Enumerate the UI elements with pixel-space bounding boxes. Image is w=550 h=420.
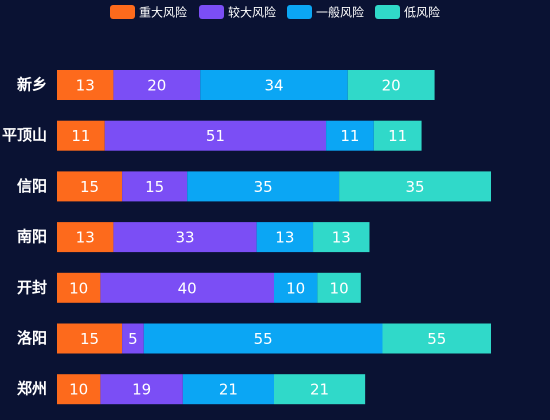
data-label: 19 bbox=[132, 381, 151, 399]
data-label: 51 bbox=[206, 127, 225, 145]
data-label: 35 bbox=[406, 178, 425, 196]
bar-segment bbox=[373, 120, 422, 151]
data-label: 15 bbox=[145, 178, 164, 196]
legend-label: 一般风险 bbox=[316, 5, 364, 20]
data-label: 11 bbox=[340, 127, 359, 145]
y-category-label: 南阳 bbox=[17, 228, 47, 246]
bar-segment bbox=[57, 323, 123, 354]
data-label: 15 bbox=[80, 330, 99, 348]
data-label: 40 bbox=[178, 279, 197, 297]
bar-segment bbox=[122, 323, 144, 354]
bar-segment bbox=[143, 323, 383, 354]
bar-segment bbox=[187, 171, 340, 202]
data-label: 13 bbox=[76, 77, 95, 95]
bar-segment bbox=[57, 222, 114, 253]
bar-segment bbox=[113, 222, 257, 253]
data-label: 21 bbox=[219, 381, 238, 399]
bar-segment bbox=[57, 171, 123, 202]
y-category-label: 新乡 bbox=[17, 76, 47, 94]
bar-segment bbox=[113, 70, 201, 100]
bar-segment bbox=[317, 272, 361, 303]
data-label: 20 bbox=[147, 77, 166, 95]
data-label: 55 bbox=[427, 330, 446, 348]
data-label: 15 bbox=[80, 178, 99, 196]
data-label: 13 bbox=[332, 229, 351, 247]
data-label: 34 bbox=[264, 77, 283, 95]
data-label: 10 bbox=[69, 381, 88, 399]
y-category-label: 信阳 bbox=[17, 177, 47, 195]
data-label: 10 bbox=[286, 279, 305, 297]
data-label: 10 bbox=[69, 279, 88, 297]
data-label: 11 bbox=[388, 127, 407, 145]
bar-segment bbox=[256, 222, 314, 253]
y-category-label: 平顶山 bbox=[2, 126, 47, 144]
legend-label: 较大风险 bbox=[228, 5, 276, 20]
bar-segment bbox=[57, 70, 114, 100]
bar-segment bbox=[274, 374, 366, 405]
data-label: 20 bbox=[382, 77, 401, 95]
data-label: 11 bbox=[71, 127, 90, 145]
data-label: 10 bbox=[330, 279, 349, 297]
legend-swatch bbox=[287, 5, 312, 19]
data-label: 21 bbox=[310, 381, 329, 399]
y-category-label: 郑州 bbox=[17, 380, 47, 398]
bar-segment bbox=[104, 120, 327, 151]
legend-swatch bbox=[375, 5, 400, 19]
bar-segment bbox=[100, 272, 275, 303]
y-category-label: 洛阳 bbox=[17, 329, 47, 347]
data-label: 13 bbox=[76, 229, 95, 247]
bar-segment bbox=[382, 323, 491, 354]
bar-segment bbox=[182, 374, 274, 405]
bar-segment bbox=[339, 171, 491, 202]
legend-swatch bbox=[199, 5, 224, 19]
data-label: 13 bbox=[275, 229, 294, 247]
bar-segment bbox=[57, 374, 101, 405]
bar-segment bbox=[313, 222, 370, 253]
data-label: 55 bbox=[254, 330, 273, 348]
legend-swatch bbox=[110, 5, 135, 19]
bar-segment bbox=[122, 171, 188, 202]
y-category-label: 开封 bbox=[17, 278, 47, 296]
legend-label: 重大风险 bbox=[139, 5, 187, 20]
bar-segment bbox=[347, 70, 435, 100]
bar-segment bbox=[57, 272, 101, 303]
data-label: 5 bbox=[128, 330, 138, 348]
bar-segment bbox=[57, 120, 105, 151]
bar-segment bbox=[100, 374, 183, 405]
bar-segment bbox=[200, 70, 348, 100]
data-label: 33 bbox=[175, 229, 194, 247]
bar-segment bbox=[326, 120, 374, 151]
bar-segment bbox=[274, 272, 318, 303]
data-label: 35 bbox=[254, 178, 273, 196]
plot-area bbox=[57, 70, 491, 405]
legend-label: 低风险 bbox=[404, 5, 440, 20]
